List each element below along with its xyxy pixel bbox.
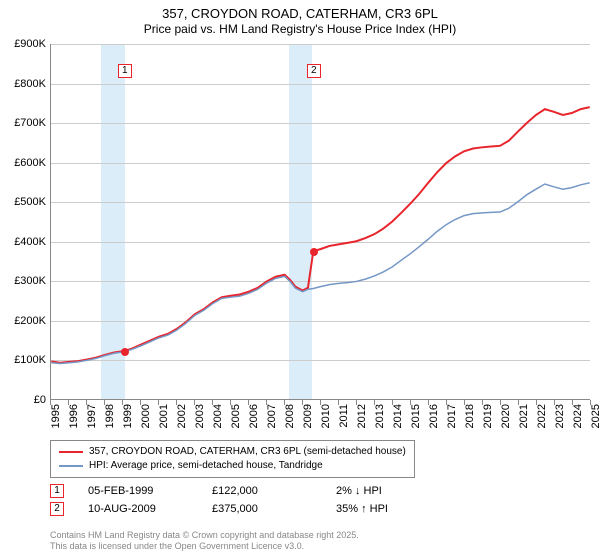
plot-svg [51,44,590,399]
x-tick-label: 2005 [230,404,242,428]
x-tick-label: 2003 [194,404,206,428]
footer-line1: Contains HM Land Registry data © Crown c… [50,530,359,541]
title-line1: 357, CROYDON ROAD, CATERHAM, CR3 6PL [0,6,600,22]
chart-marker-box: 1 [118,64,132,78]
x-tick-label: 1997 [86,404,98,428]
chart-marker-box: 2 [307,64,321,78]
y-axis: £0£100K£200K£300K£400K£500K£600K£700K£80… [0,44,50,400]
y-tick-label: £0 [34,394,46,406]
y-tick-label: £500K [14,196,46,208]
legend-row: HPI: Average price, semi-detached house,… [59,459,406,473]
y-tick-label: £900K [14,38,46,50]
x-tick-label: 2025 [590,404,600,428]
x-tick-label: 2021 [518,404,530,428]
x-tick-label: 2019 [482,404,494,428]
y-tick-label: £400K [14,236,46,248]
annotation-table: 1 05-FEB-1999 £122,000 2% ↓ HPI 2 10-AUG… [50,484,436,520]
series-line [51,183,589,364]
legend-swatch [59,465,83,467]
data-point [121,348,129,356]
annotation-row: 2 10-AUG-2009 £375,000 35% ↑ HPI [50,502,436,516]
x-tick-label: 2004 [212,404,224,428]
x-tick-label: 2006 [248,404,260,428]
legend: 357, CROYDON ROAD, CATERHAM, CR3 6PL (se… [50,440,415,478]
y-tick-label: £300K [14,275,46,287]
x-tick-label: 2012 [356,404,368,428]
x-tick-label: 2010 [320,404,332,428]
x-tick-label: 2023 [554,404,566,428]
title-line2: Price paid vs. HM Land Registry's House … [0,22,600,37]
x-tick-label: 2020 [500,404,512,428]
x-tick-label: 1996 [68,404,80,428]
legend-row: 357, CROYDON ROAD, CATERHAM, CR3 6PL (se… [59,445,406,459]
x-tick-label: 1999 [122,404,134,428]
x-tick-label: 2014 [392,404,404,428]
chart-container: 357, CROYDON ROAD, CATERHAM, CR3 6PL Pri… [0,0,600,560]
x-tick-label: 2001 [158,404,170,428]
footer: Contains HM Land Registry data © Crown c… [50,530,359,552]
annotation-date: 05-FEB-1999 [88,485,188,497]
x-tick-label: 1995 [50,404,62,428]
chart-title: 357, CROYDON ROAD, CATERHAM, CR3 6PL Pri… [0,0,600,37]
x-tick-label: 2018 [464,404,476,428]
x-tick-label: 2017 [446,404,458,428]
x-tick-label: 2007 [266,404,278,428]
x-tick-label: 2002 [176,404,188,428]
x-tick-label: 2013 [374,404,386,428]
x-tick-label: 2016 [428,404,440,428]
y-tick-label: £600K [14,157,46,169]
x-tick-label: 2000 [140,404,152,428]
x-tick-label: 1998 [104,404,116,428]
x-axis: 1995 1996 1997 1998 1999 2000 2001 2002 2003 2004… [50,400,590,440]
x-tick-label: 2024 [572,404,584,428]
x-tick-label: 2015 [410,404,422,428]
annotation-row: 1 05-FEB-1999 £122,000 2% ↓ HPI [50,484,436,498]
legend-label: 357, CROYDON ROAD, CATERHAM, CR3 6PL (se… [89,445,406,459]
x-tick-label: 2022 [536,404,548,428]
y-tick-label: £800K [14,78,46,90]
data-point [310,248,318,256]
annotation-date: 10-AUG-2009 [88,503,188,515]
x-tick-label: 2009 [302,404,314,428]
x-tick-label: 2008 [284,404,296,428]
annotation-price: £122,000 [212,485,312,497]
series-line [51,107,589,363]
plot-area: 12 [50,44,590,400]
footer-line2: This data is licensed under the Open Gov… [50,541,359,552]
annotation-delta: 35% ↑ HPI [336,503,436,515]
y-tick-label: £100K [14,354,46,366]
y-tick-label: £200K [14,315,46,327]
y-tick-label: £700K [14,117,46,129]
annotation-delta: 2% ↓ HPI [336,485,436,497]
annotation-marker: 2 [50,502,64,516]
legend-swatch [59,451,83,453]
annotation-price: £375,000 [212,503,312,515]
legend-label: HPI: Average price, semi-detached house,… [89,459,323,473]
annotation-marker: 1 [50,484,64,498]
x-tick-label: 2011 [338,404,350,428]
